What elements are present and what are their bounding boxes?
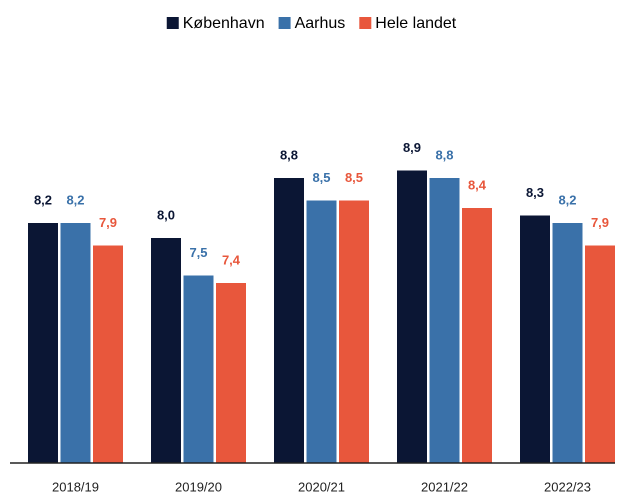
bar [60,223,91,463]
bar [520,215,550,463]
data-label: 8,3 [526,185,544,200]
data-label: 8,5 [345,170,363,185]
bar [462,208,492,463]
data-label: 8,8 [435,147,453,162]
data-label: 7,4 [222,252,241,267]
data-label: 8,5 [312,170,330,185]
legend-label: Hele landet [375,15,457,32]
data-label: 8,2 [558,192,576,207]
data-label: 7,5 [189,245,207,260]
data-label: 8,2 [34,192,52,207]
legend-label: Aarhus [295,15,346,32]
bar [339,200,369,463]
legend-swatch [278,17,291,29]
x-tick-label: 2020/21 [298,479,345,494]
bar [93,245,123,463]
x-tick-label: 2022/23 [544,479,591,494]
x-tick-label: 2018/19 [52,479,99,494]
x-tick-label: 2021/22 [421,479,468,494]
bar [429,178,460,463]
legend-swatch [166,17,179,29]
bar [274,178,304,463]
x-tick-label: 2019/20 [175,479,222,494]
bar [216,283,246,463]
data-label: 8,8 [280,147,298,162]
data-label: 8,2 [66,192,84,207]
data-label: 8,9 [403,140,421,155]
bar [585,245,615,463]
data-label: 7,9 [591,215,609,230]
bar [183,275,214,463]
data-label: 7,9 [99,215,117,230]
bar [151,238,181,463]
data-label: 8,0 [157,207,175,222]
legend: København Aarhus Hele landet [166,15,457,32]
bar [306,200,337,463]
legend-swatch [359,17,372,29]
bar [397,170,427,463]
bar [28,223,58,463]
legend-label: København [183,15,265,32]
data-label: 8,4 [468,177,487,192]
bar [552,223,583,463]
